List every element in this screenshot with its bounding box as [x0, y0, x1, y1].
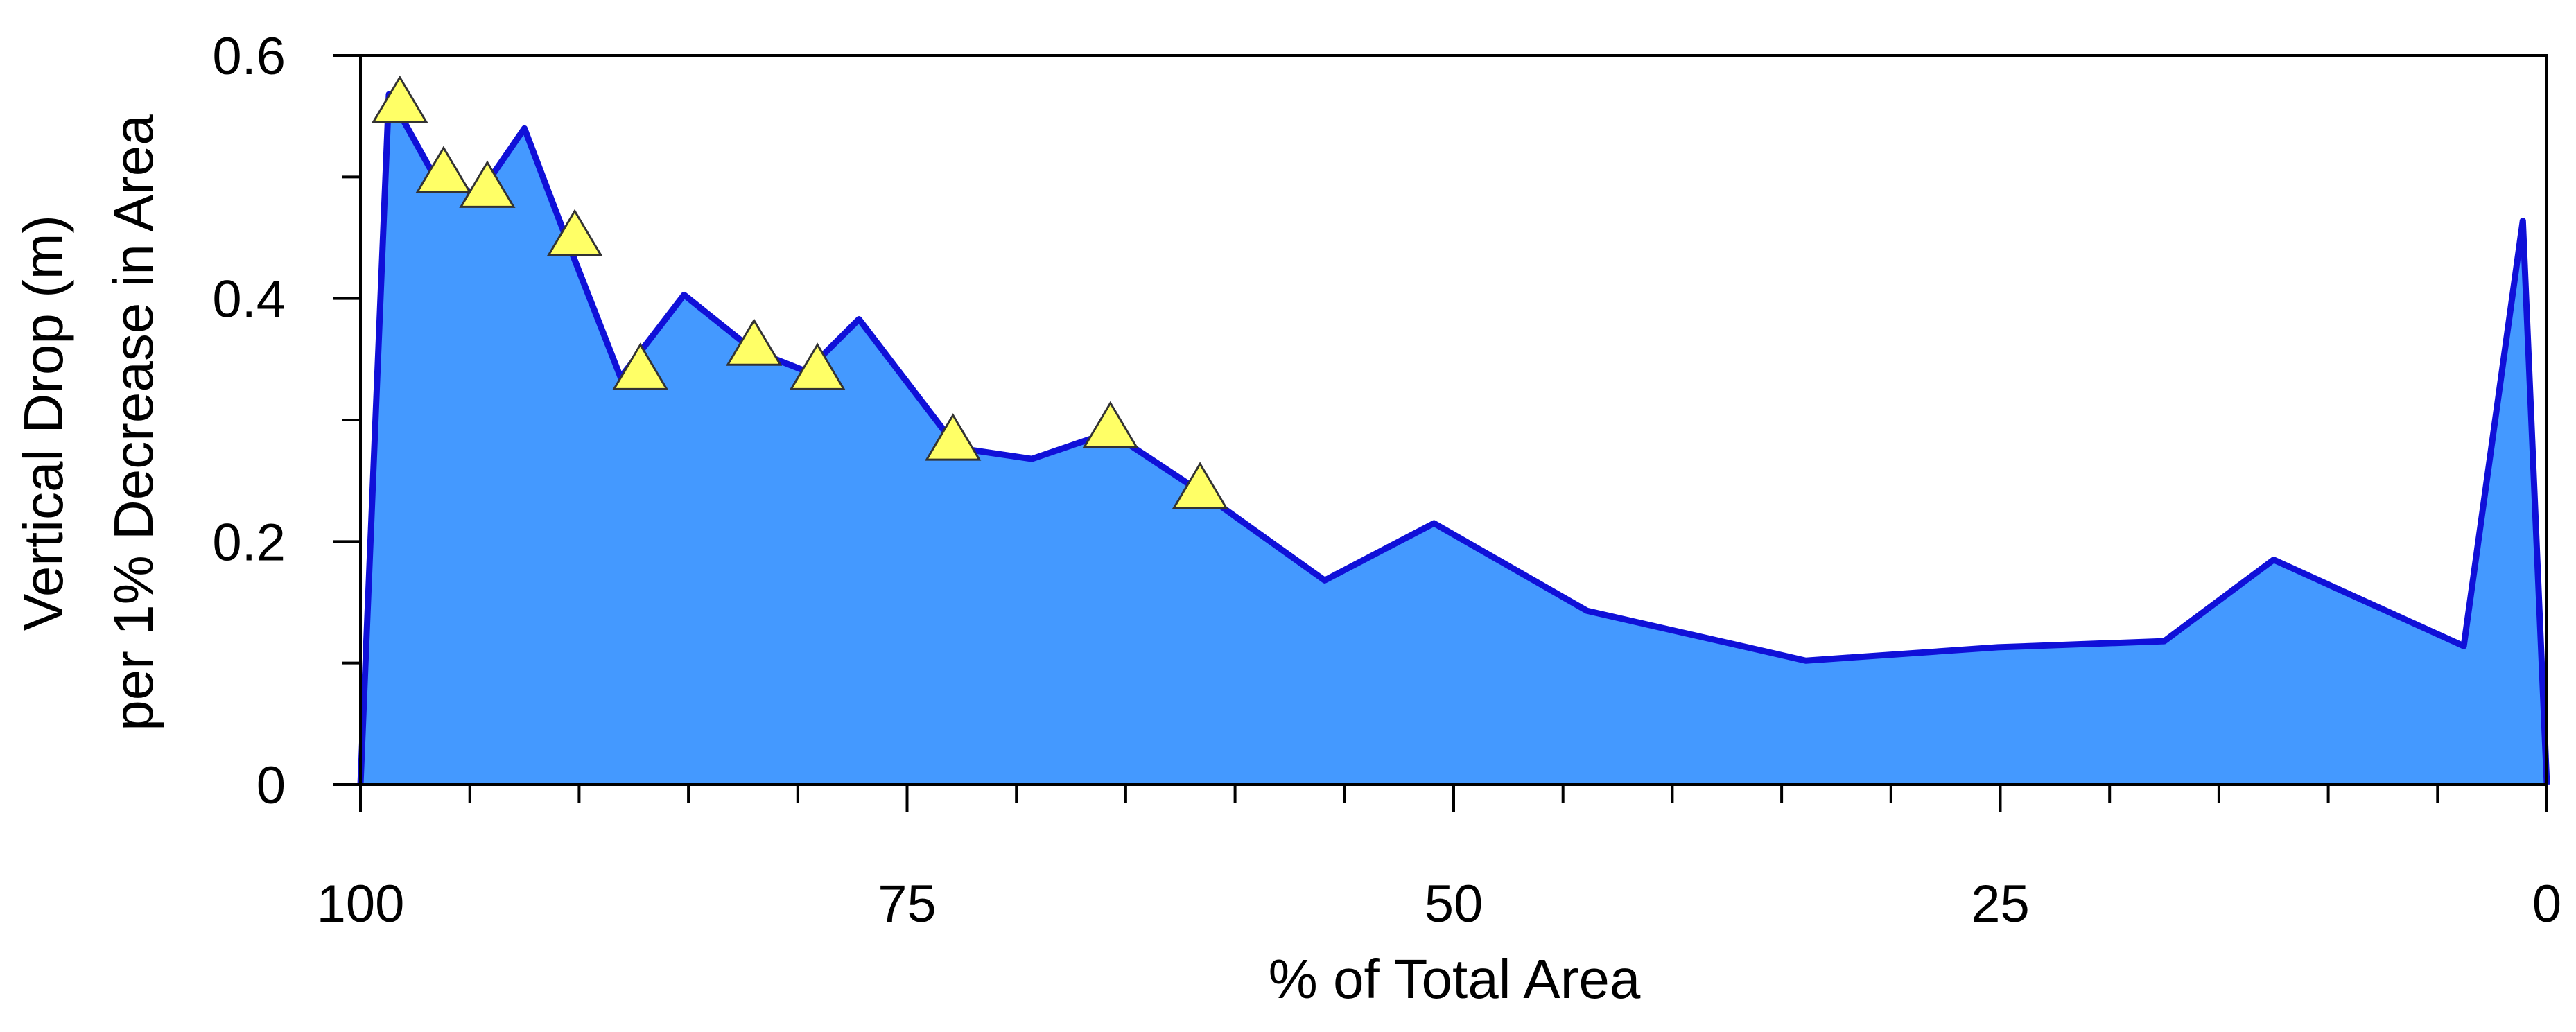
- triangle-marker: [612, 342, 669, 390]
- x-tick-label: 50: [1425, 875, 1483, 934]
- triangle-marker: [372, 75, 428, 123]
- y-tick-label: 0: [256, 756, 286, 815]
- triangle-marker: [415, 146, 472, 193]
- triangle-marker: [789, 342, 846, 390]
- triangle-marker: [459, 160, 516, 208]
- triangle-marker: [546, 209, 603, 257]
- x-tick-label: 0: [2532, 875, 2561, 934]
- y-axis-title: Vertical Drop (m): [12, 215, 74, 631]
- y-axis-title-line-2: per 1% Decrease in Area: [103, 114, 164, 731]
- axis-ticks: [333, 54, 2548, 812]
- triangle-marker: [1172, 462, 1228, 509]
- series-line-0: [357, 91, 2550, 785]
- x-tick-label: 100: [317, 875, 405, 934]
- x-tick-label: 75: [878, 875, 937, 934]
- y-axis-title: per 1% Decrease in Area: [103, 114, 164, 731]
- area-fill-0: [360, 94, 2547, 785]
- tick-labels: 100 75 50 25 0 0 0.2 0.4 0.6: [212, 27, 2561, 934]
- triangle-marker: [726, 318, 783, 366]
- plot-area: [357, 54, 2550, 786]
- y-axis-title-line-1: Vertical Drop (m): [12, 215, 74, 631]
- y-tick-label: 0.2: [212, 513, 286, 572]
- y-tick-label: 0.4: [212, 270, 286, 329]
- y-tick-label: 0.6: [212, 27, 286, 86]
- triangle-marker: [1082, 401, 1139, 449]
- triangle-marker: [925, 413, 982, 461]
- x-tick-label: 25: [1971, 875, 2030, 934]
- x-axis-title: % of Total Area: [1269, 948, 1641, 1010]
